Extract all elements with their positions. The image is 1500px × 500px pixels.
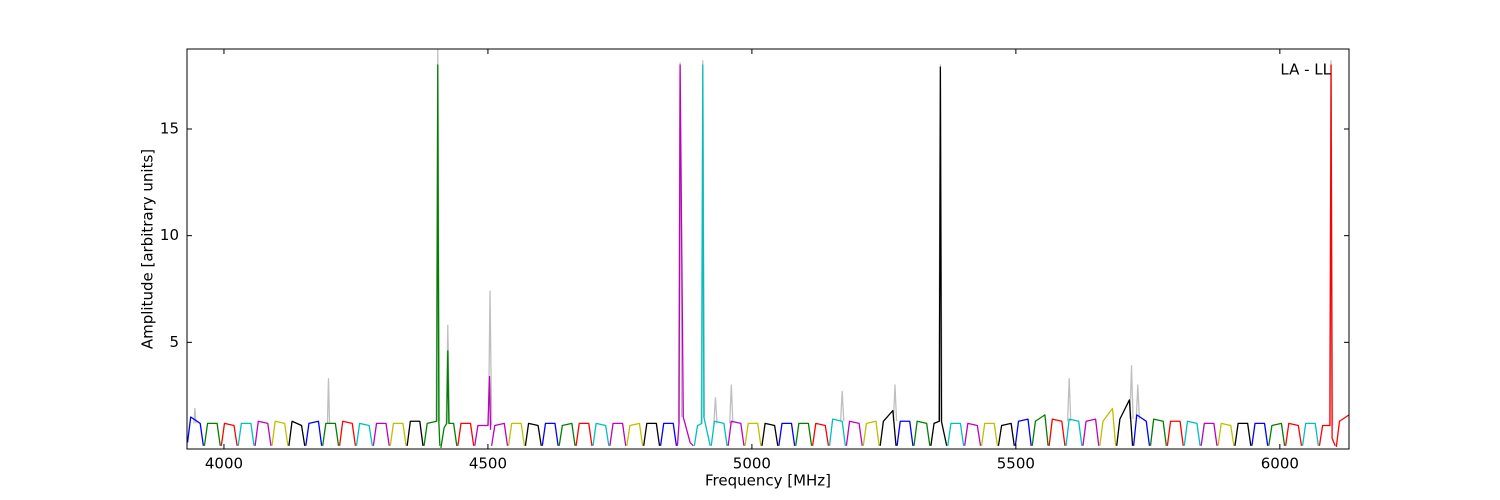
spectrum-line: [524, 422, 542, 446]
spectrum-line: [828, 418, 846, 446]
spectrum-line: [693, 64, 711, 446]
spectrum-line: [1217, 422, 1235, 446]
spectrum-line: [305, 420, 323, 446]
spectrum-line: [626, 422, 644, 446]
x-tick-label: 4500: [469, 455, 507, 473]
spectrum-line: [237, 422, 255, 446]
x-axis-label: Frequency [MHz]: [705, 472, 831, 490]
spectrum-line: [1065, 418, 1083, 446]
spectrum-line: [1335, 414, 1349, 447]
spectrum-line: [406, 420, 424, 446]
spectrum-line: [288, 420, 306, 446]
spectrum-line: [896, 420, 914, 446]
spectrum-line: [761, 422, 779, 446]
spectrum-line: [845, 420, 863, 446]
spectrum-line: [913, 420, 931, 446]
spectrum-line: [457, 422, 475, 446]
spectrum-line: [811, 422, 830, 446]
spectrum-line: [389, 422, 407, 446]
spectrum-line: [980, 422, 999, 446]
spectrum-line: [1318, 64, 1336, 447]
spectrum-line: [440, 350, 458, 449]
spectrum-line: [1166, 420, 1184, 446]
spectrum-line: [1251, 422, 1269, 446]
spectrum-line: [193, 49, 1334, 426]
spectrum-line: [659, 422, 678, 446]
spectrum-line: [930, 66, 948, 446]
y-tick-label: 15: [160, 120, 179, 138]
spectrum-line: [1268, 422, 1286, 446]
x-tick-label: 5500: [997, 455, 1035, 473]
spectrum-line: [575, 422, 593, 446]
x-tick-label: 5000: [733, 455, 771, 473]
spectrum-line: [609, 422, 627, 446]
spectrum-line: [490, 422, 509, 446]
spectrum-line: [744, 422, 762, 446]
spectrum-line: [643, 422, 661, 446]
spectrum-line: [1099, 407, 1117, 446]
spectrum-line: [862, 420, 880, 446]
spectrum-line: [964, 422, 982, 446]
plot-frame: [186, 48, 1350, 450]
spectrum-line: [474, 375, 492, 446]
annotation: LA - LL: [1280, 61, 1331, 79]
spectrum-line: [676, 64, 694, 447]
spectrum-line: [1082, 418, 1100, 446]
spectrum-line: [203, 422, 221, 446]
spectrum-line: [947, 422, 965, 446]
spectrum-line: [710, 420, 728, 446]
spectrum-line: [1132, 414, 1151, 446]
y-tick-label: 5: [169, 333, 179, 351]
x-tick-label: 6000: [1261, 455, 1299, 473]
spectrum-line: [541, 422, 559, 446]
spectrum-line: [1048, 418, 1066, 446]
spectrum-line: [1149, 418, 1167, 446]
spectrum-line: [220, 422, 238, 446]
spectrum-line: [271, 420, 289, 446]
y-axis-label: Amplitude [arbitrary units]: [139, 149, 157, 349]
spectrum-line: [1200, 422, 1218, 446]
spectrum-line: [1116, 399, 1134, 446]
x-tick-label: 4000: [205, 455, 243, 473]
spectrum-line: [1014, 418, 1032, 446]
spectrum-line: [795, 422, 813, 446]
spectrum-line: [1031, 414, 1049, 446]
spectrum-line: [507, 422, 525, 446]
spectrum-line: [423, 64, 441, 446]
spectrum-line: [187, 416, 205, 446]
y-tick-label: 10: [160, 226, 179, 244]
spectrum-line: [372, 422, 390, 446]
spectrum-line: [322, 422, 340, 446]
spectrum-line: [1183, 420, 1201, 446]
spectrum-line: [997, 422, 1015, 446]
spectrum-line: [558, 422, 576, 446]
spectrum-line: [592, 422, 610, 446]
spectrum-line: [254, 420, 272, 446]
spectrum-line: [727, 420, 745, 446]
spectrum-line: [338, 420, 357, 446]
spectrum-line: [1301, 422, 1320, 446]
spectrum-line: [1234, 422, 1252, 446]
spectrum-line: [1285, 422, 1303, 446]
spectrum-line: [355, 422, 373, 446]
spectrum-line: [778, 422, 796, 446]
spectrum-line: [879, 409, 897, 446]
plot-lines: [187, 49, 1349, 449]
